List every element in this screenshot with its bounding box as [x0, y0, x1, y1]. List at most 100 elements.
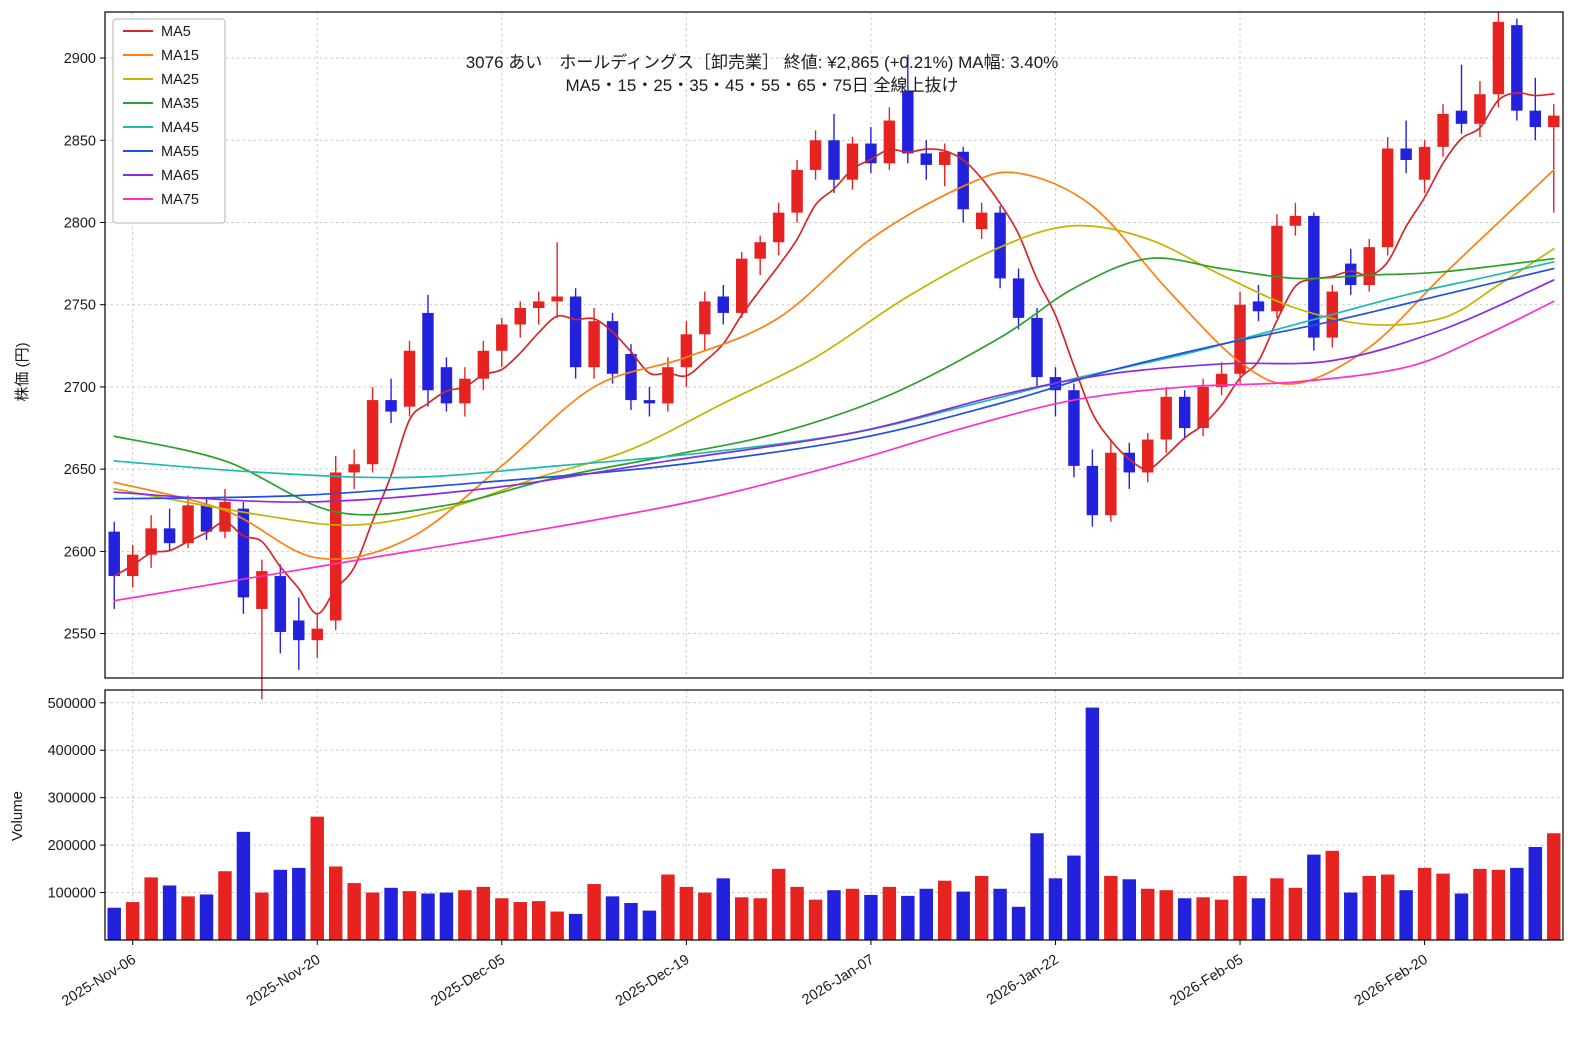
candle-body [1105, 452, 1117, 516]
volume-bar [292, 867, 306, 940]
candle-body [865, 143, 877, 164]
volume-bar [1454, 893, 1469, 940]
volume-bar [550, 911, 564, 940]
volume-tick-label: 500000 [48, 696, 96, 712]
volume-bar [642, 910, 657, 940]
candle-body [145, 528, 157, 555]
volume-bar [993, 888, 1007, 940]
volume-bar [1159, 890, 1173, 940]
candle-body [514, 308, 526, 325]
volume-bar [956, 891, 970, 940]
axes: 2550 2600 2650 2700 2750 2800 2850 2900 100000 20… [48, 51, 1431, 1010]
volume-bar [476, 886, 491, 940]
candle-body [1418, 146, 1431, 180]
volume-bar [698, 892, 712, 940]
candle-body [957, 151, 969, 210]
volume-bar [1251, 898, 1266, 940]
volume-bar [864, 894, 878, 940]
candle-body [1345, 263, 1357, 285]
candle-body [1529, 110, 1542, 128]
candle-body [1289, 215, 1302, 226]
volume-bar [679, 886, 694, 940]
candle-body [1548, 115, 1560, 128]
candle-body [1437, 113, 1449, 147]
volume-bar [1510, 867, 1524, 940]
candle-body [828, 140, 840, 180]
date-tick-label: 2025-Dec-05 [428, 952, 508, 1010]
candle-body [1178, 396, 1191, 429]
volume-bar [439, 892, 454, 940]
volume-panel-frame [104, 689, 1564, 941]
volume-axis-label: Volume [9, 791, 26, 841]
candle-body [569, 296, 582, 368]
volume-bar [255, 892, 269, 940]
candle-body [662, 367, 674, 404]
candle-body [403, 350, 416, 407]
volume-bar [1214, 899, 1229, 940]
volume-bar [181, 896, 195, 940]
volume-bar [162, 885, 177, 940]
volume-bar [273, 869, 288, 940]
candle-body [606, 321, 619, 374]
price-tick-label: 2900 [64, 51, 96, 67]
date-tick-label: 2025-Nov-06 [59, 952, 139, 1010]
ma-line-ma35 [113, 257, 1555, 516]
candle-body [219, 502, 231, 532]
candle-body [366, 400, 379, 465]
legend-label: MA15 [161, 48, 199, 64]
candle-body [1197, 386, 1209, 429]
candle-body [1381, 148, 1394, 248]
volume-bar [790, 886, 804, 940]
volume-bar [1030, 833, 1044, 940]
volume-bar [1141, 888, 1155, 940]
price-tick-label: 2850 [64, 133, 96, 149]
candle-body [883, 120, 896, 164]
volume-bar [827, 890, 841, 940]
candle-body [772, 212, 785, 243]
candle-body [625, 354, 637, 401]
volume-bar [1067, 855, 1081, 940]
legend-label: MA65 [161, 168, 199, 184]
volume-bar [1399, 890, 1413, 940]
candle-body [1142, 439, 1154, 473]
candle-body [1400, 148, 1412, 160]
candle-body [1492, 21, 1505, 95]
date-tick-label: 2025-Dec-19 [613, 952, 693, 1010]
volume-bar [753, 898, 767, 940]
candle-body [939, 151, 951, 165]
volume-bars [107, 707, 1561, 940]
volume-tick-label: 100000 [48, 886, 96, 902]
price-tick-label: 2750 [64, 298, 96, 314]
legend-label: MA35 [161, 96, 199, 112]
volume-bar [568, 913, 583, 940]
legend-label: MA25 [161, 72, 199, 88]
candle-body [1160, 396, 1172, 440]
candle-body [643, 400, 656, 404]
volume-bar [1380, 874, 1395, 940]
ma-line-ma65 [113, 279, 1555, 503]
candle-body [329, 472, 342, 621]
volume-bar [328, 866, 343, 940]
volume-bar [1417, 867, 1432, 940]
volume-bar [365, 892, 380, 940]
legend-label: MA45 [161, 120, 199, 136]
volume-bar [808, 899, 823, 940]
volume-bar [624, 902, 638, 940]
legend-label: MA75 [161, 192, 199, 208]
volume-bar [421, 893, 435, 940]
volume-bar [771, 868, 786, 940]
volume-bar [1011, 906, 1026, 940]
candle-body [1123, 452, 1136, 473]
volume-bar [901, 895, 915, 940]
volume-bar [1085, 707, 1100, 940]
volume-bar [1473, 868, 1487, 940]
candle-body [1068, 390, 1080, 466]
candle-body [551, 296, 563, 302]
volume-bar [218, 871, 232, 940]
legend-label: MA55 [161, 144, 199, 160]
volume-bar [495, 898, 509, 940]
candle-body [699, 301, 711, 335]
volume-bar [1104, 875, 1118, 940]
chart-title: 3076 あい ホールディングス［卸売業］ 終値: ¥2,865 (+0.21%… [466, 52, 1059, 72]
price-axis-label: 株価 (円) [14, 342, 31, 401]
